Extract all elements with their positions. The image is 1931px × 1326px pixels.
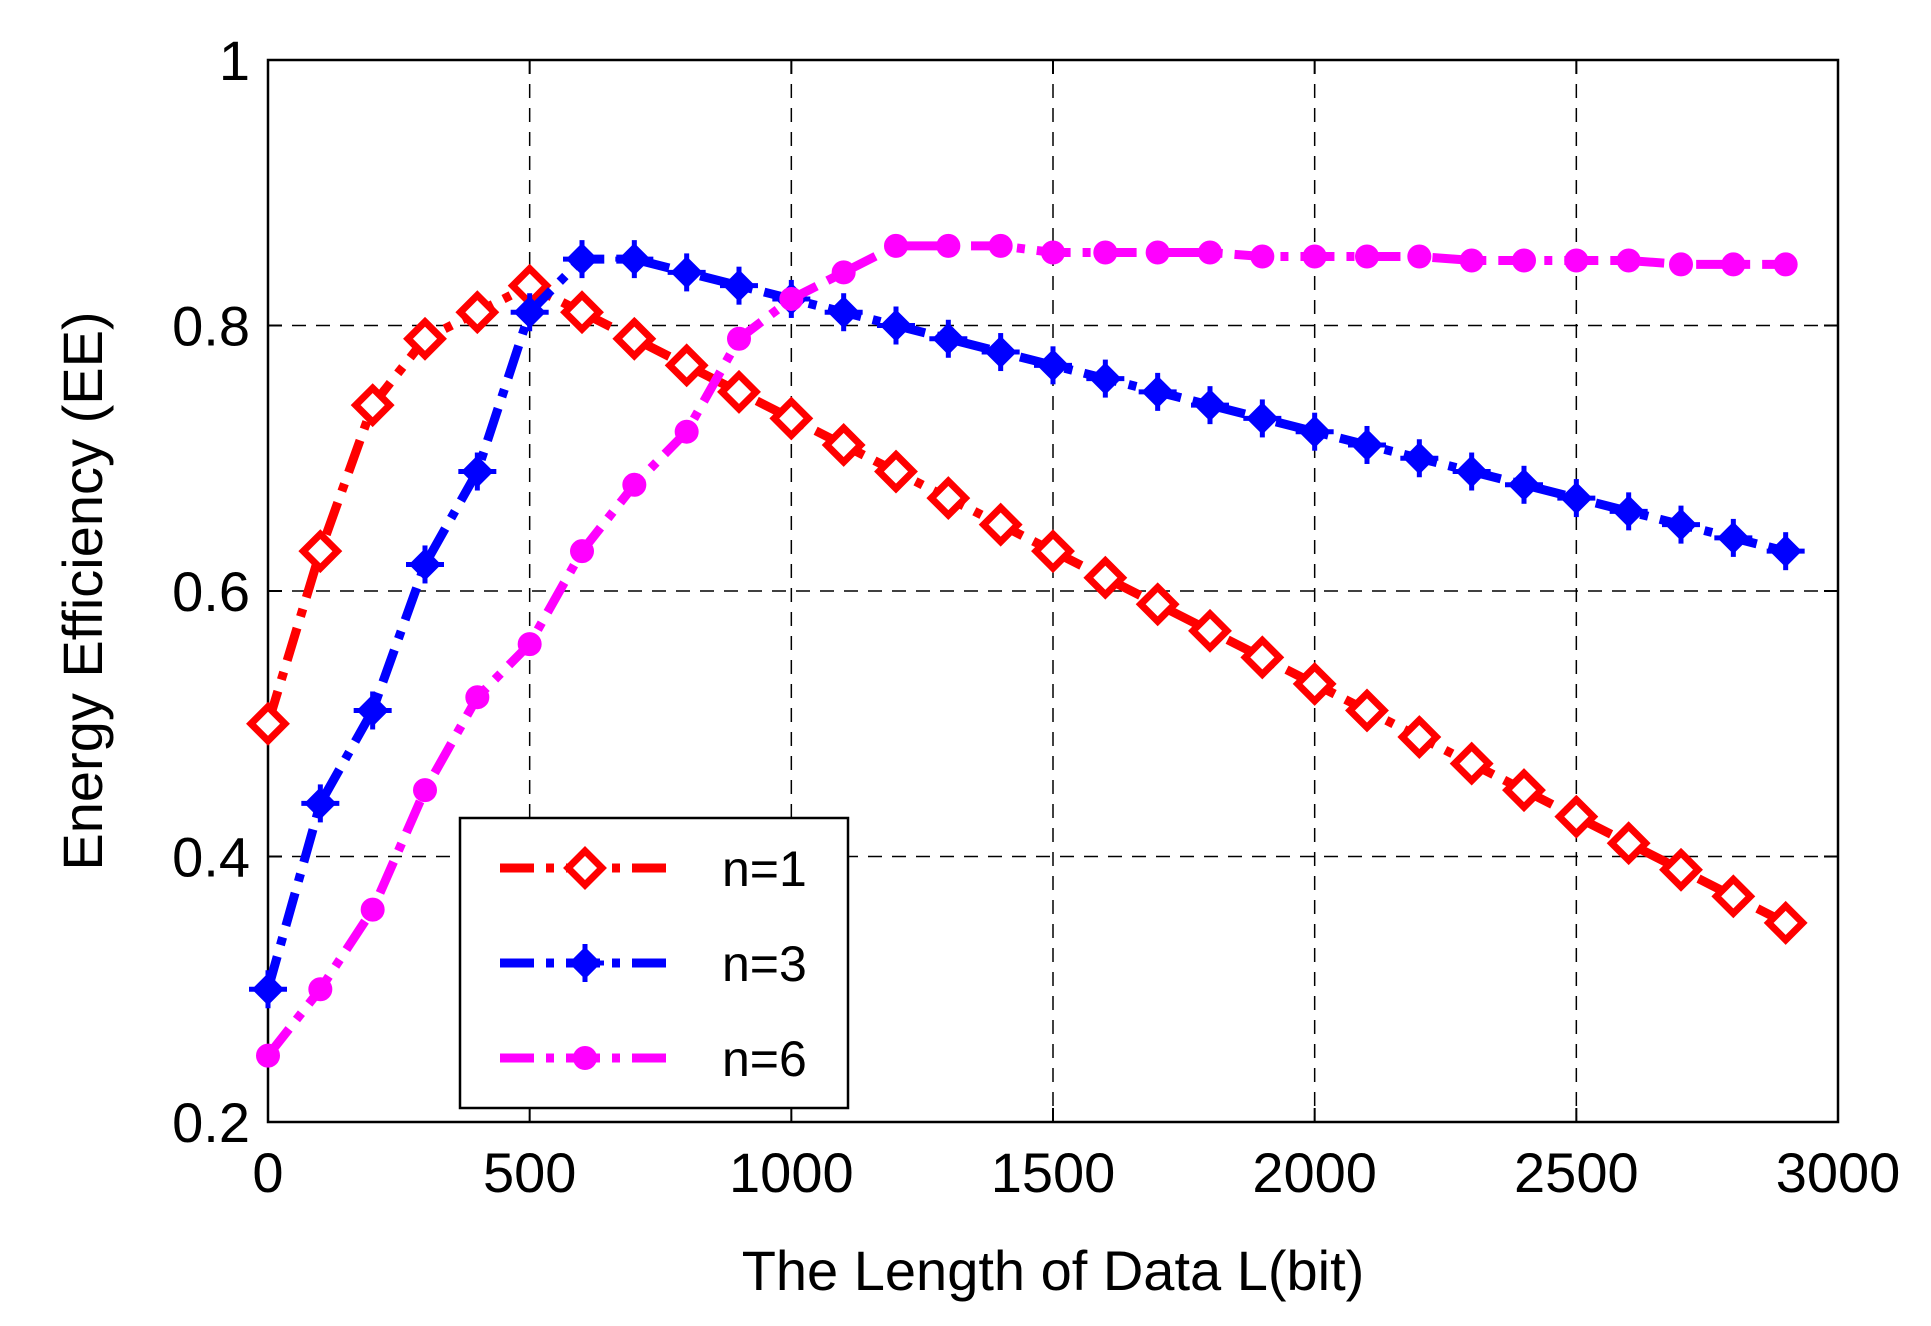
series-n-6: [256, 233, 1798, 1068]
x-tick-label: 1500: [991, 1141, 1116, 1204]
data-point-marker: [1145, 240, 1170, 265]
data-point-marker: [455, 290, 500, 335]
data-point-marker: [1083, 555, 1128, 600]
data-point-marker: [1459, 248, 1484, 273]
data-point-marker: [936, 233, 961, 258]
data-point-marker: [779, 286, 804, 311]
data-point-marker: [1093, 240, 1118, 265]
data-point-marker: [1554, 794, 1599, 839]
data-point-marker: [884, 233, 908, 258]
data-point-marker: [1659, 847, 1703, 892]
data-point-marker: [674, 419, 699, 444]
data-point-marker: [465, 685, 490, 710]
legend-label: n=1: [722, 841, 807, 897]
data-point-marker: [403, 316, 447, 361]
legend: n=1 n=3 n=6: [458, 816, 850, 1110]
data-point-marker: [821, 423, 866, 467]
axis-ticks: 0 500 1000 1500 2000 2500 3000 0.2 0.4 0.6 0.8 1: [172, 29, 1900, 1204]
x-tick-label: 2500: [1514, 1141, 1639, 1204]
legend-entry: n=3: [500, 936, 807, 992]
data-point-marker: [1345, 688, 1389, 733]
y-axis-title: Energy Efficiency (EE): [51, 311, 114, 870]
data-point-marker: [246, 701, 290, 746]
data-point-marker: [413, 778, 437, 803]
series-line: [264, 241, 1786, 1059]
grid-lines: [268, 60, 1838, 1122]
data-point-marker: [308, 977, 333, 1002]
y-tick-label: 0.2: [172, 1091, 250, 1154]
x-tick-label: 500: [483, 1141, 576, 1204]
data-point-marker: [1135, 582, 1180, 627]
data-point-marker: [1669, 252, 1693, 277]
data-point-marker: [256, 1043, 280, 1068]
x-tick-label: 0: [252, 1141, 283, 1204]
data-point-marker: [1721, 252, 1746, 277]
data-point-marker: [1512, 248, 1536, 273]
data-point-marker: [573, 1046, 597, 1070]
data-point-marker: [874, 449, 918, 494]
data-point-marker: [560, 290, 604, 335]
data-point-marker: [1041, 240, 1065, 265]
data-point-marker: [1292, 661, 1337, 706]
data-point-marker: [298, 529, 343, 574]
data-point-marker: [717, 369, 761, 414]
data-point-marker: [1502, 768, 1546, 813]
y-tick-label: 0.6: [172, 560, 250, 623]
data-point-marker: [1240, 635, 1285, 680]
data-point-marker: [1407, 244, 1432, 269]
data-point-marker: [1188, 608, 1232, 653]
data-point-marker: [563, 846, 607, 890]
data-point-marker: [831, 260, 856, 285]
data-point-marker: [1198, 240, 1222, 265]
data-point-marker: [1355, 244, 1379, 269]
legend-label: n=3: [722, 936, 807, 992]
data-point-marker: [727, 326, 751, 351]
data-point-marker: [1763, 900, 1808, 945]
x-axis-title: The Length of Data L(bit): [742, 1239, 1365, 1302]
data-point-marker: [1773, 252, 1798, 277]
data-point-marker: [1449, 741, 1494, 786]
data-point-marker: [769, 396, 814, 441]
data-point-marker: [988, 233, 1013, 258]
y-tick-label: 0.8: [172, 295, 250, 358]
data-point-marker: [1302, 244, 1327, 269]
data-point-marker: [664, 343, 709, 388]
data-point-marker: [570, 539, 594, 564]
legend-entry: n=6: [500, 1031, 807, 1087]
legend-label: n=6: [722, 1031, 807, 1087]
data-point-marker: [612, 316, 657, 361]
data-point-marker: [1031, 529, 1075, 574]
data-point-marker: [360, 897, 385, 922]
data-point-marker: [1250, 244, 1275, 269]
data-point-marker: [350, 383, 395, 428]
series-n-1: [246, 263, 1808, 945]
series-layer: [246, 233, 1808, 1068]
legend-entry: n=1: [500, 841, 807, 897]
data-point-marker: [517, 632, 542, 657]
data-point-marker: [1564, 248, 1589, 273]
data-point-marker: [622, 472, 647, 497]
data-point-marker: [1616, 248, 1641, 273]
x-tick-label: 3000: [1776, 1141, 1901, 1204]
x-tick-label: 1000: [729, 1141, 854, 1204]
y-tick-label: 0.4: [172, 826, 250, 889]
data-point-marker: [1711, 874, 1756, 919]
data-point-marker: [1397, 715, 1442, 759]
y-tick-label: 1: [219, 29, 250, 92]
data-point-marker: [1606, 821, 1651, 866]
data-point-marker: [926, 476, 971, 521]
x-tick-label: 2000: [1252, 1141, 1377, 1204]
data-point-marker: [978, 502, 1023, 547]
